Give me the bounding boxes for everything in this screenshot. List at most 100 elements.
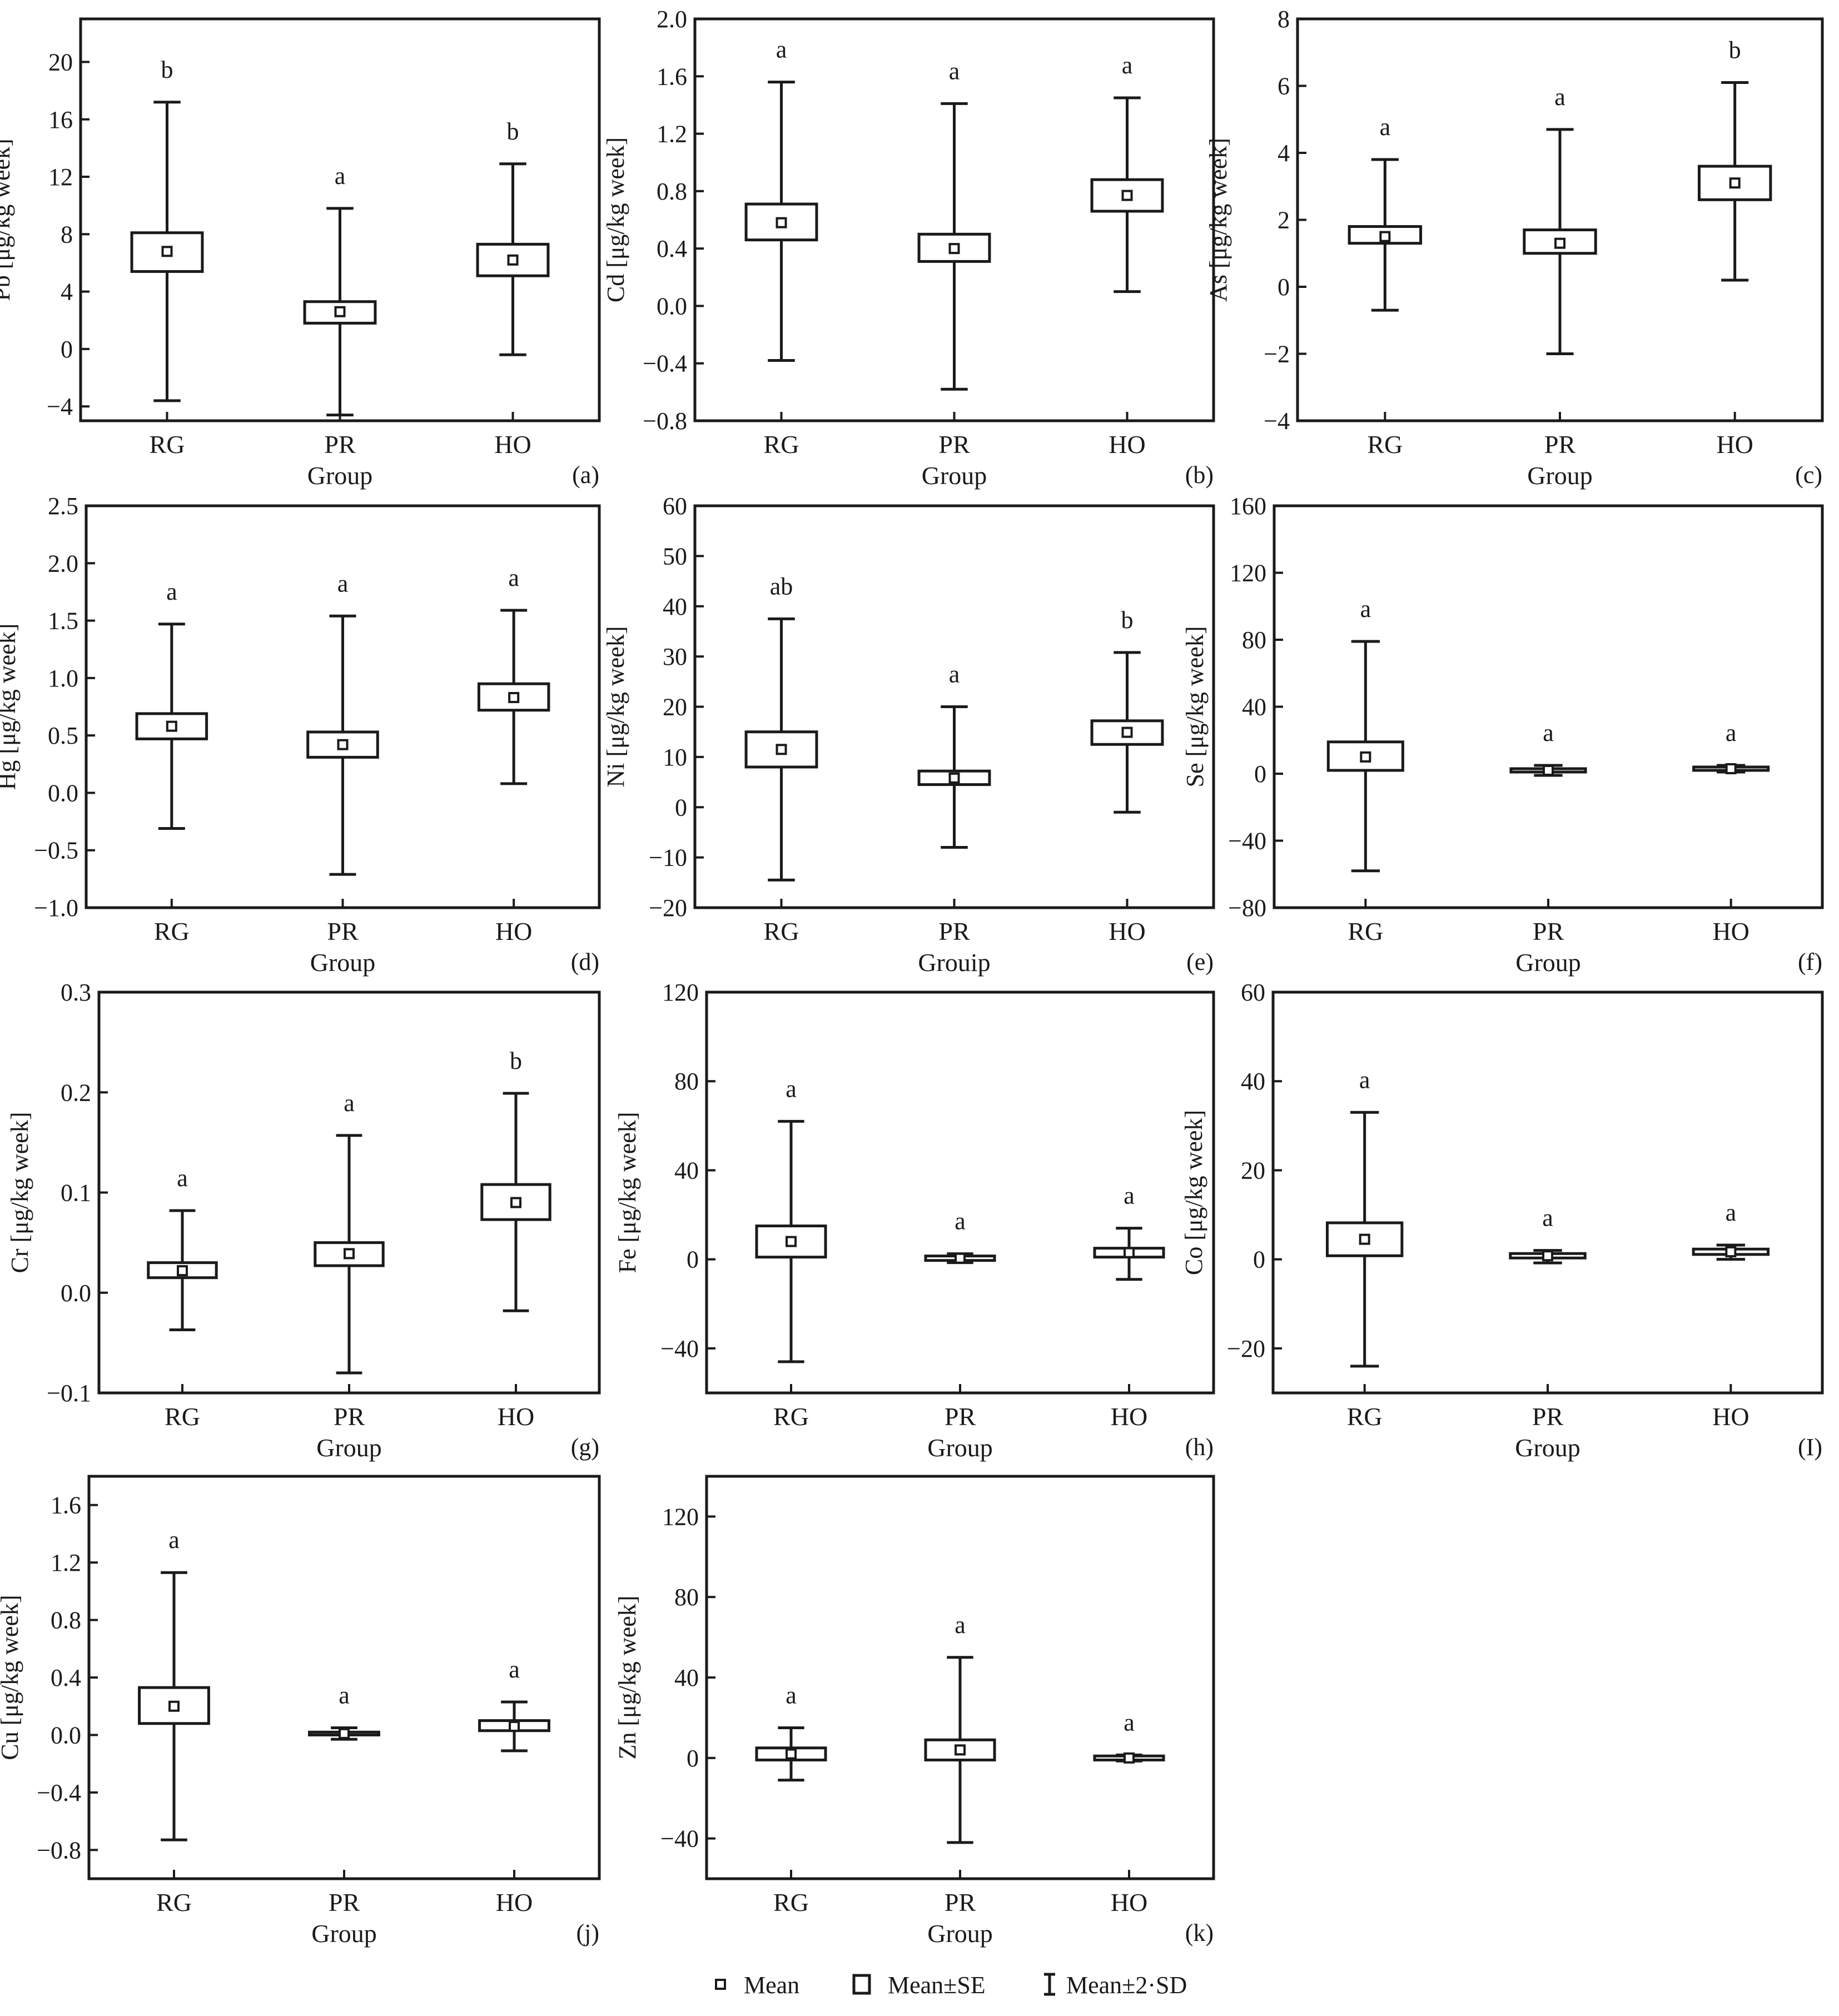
panel-label: (d) bbox=[571, 948, 599, 975]
y-tick-label: −40 bbox=[660, 1335, 699, 1362]
y-tick-label: 2.5 bbox=[48, 492, 78, 520]
mean-marker bbox=[1359, 1233, 1370, 1245]
x-tick-label: RG bbox=[1367, 430, 1403, 459]
y-tick-label: 120 bbox=[1230, 560, 1266, 587]
significance-letter: a bbox=[168, 1526, 180, 1554]
legend-item-sd-whisker: Mean±2·SD bbox=[1044, 1972, 1187, 1999]
panel-10: −0.8 −0.4 0.0 0.4 0.8 1.2 1.6 RG PR HO Group (j) Cu … bbox=[0, 1475, 601, 1948]
mean-marker bbox=[1121, 726, 1133, 738]
y-tick-label: 1.2 bbox=[657, 121, 687, 148]
mean-marker bbox=[1121, 190, 1133, 201]
significance-letter: a bbox=[1726, 719, 1737, 746]
x-axis-label: Group bbox=[1515, 948, 1581, 977]
significance-letter: b bbox=[507, 118, 519, 145]
y-tick-label: 10 bbox=[663, 744, 687, 771]
legend-label: Mean±SE bbox=[888, 1972, 986, 1999]
box-rg: a bbox=[755, 1075, 827, 1363]
box-pr: a bbox=[917, 57, 991, 391]
panel-label: (a) bbox=[572, 461, 599, 489]
significance-letter: b bbox=[1121, 606, 1134, 634]
significance-letter: a bbox=[509, 1656, 520, 1683]
x-tick-label: PR bbox=[1532, 1402, 1564, 1431]
box-pr: a bbox=[924, 1611, 996, 1844]
y-tick-label: 80 bbox=[674, 1068, 699, 1095]
significance-letter: a bbox=[1124, 1182, 1135, 1209]
panel-label: (I) bbox=[1798, 1433, 1822, 1461]
significance-letter: a bbox=[1543, 719, 1554, 746]
mean-marker bbox=[948, 772, 960, 784]
y-axis-label: Hg [μg/kg week] bbox=[0, 624, 21, 790]
box-pr: a bbox=[308, 1682, 380, 1741]
x-tick-label: HO bbox=[498, 1402, 534, 1431]
significance-letter: a bbox=[177, 1164, 188, 1192]
box-pr: a bbox=[1523, 83, 1597, 355]
y-tick-label: 120 bbox=[662, 1503, 699, 1530]
box-rg: a bbox=[744, 36, 818, 362]
y-tick-label: 4 bbox=[1278, 140, 1290, 167]
box-ho: a bbox=[1692, 1199, 1770, 1261]
panel-3: −4 −2 0 2 4 6 8 RG PR HO Group (c) As [μg/kg week] a a… bbox=[1205, 6, 1824, 490]
y-tick-label: −4 bbox=[47, 393, 73, 420]
mean-marker bbox=[339, 1728, 350, 1739]
x-axis-label: Group bbox=[311, 1919, 377, 1948]
box-rg: a bbox=[1348, 113, 1423, 312]
box-pr: a bbox=[306, 570, 379, 876]
x-tick-label: HO bbox=[1712, 1402, 1749, 1431]
x-tick-label: HO bbox=[496, 1888, 533, 1917]
box-ho: b bbox=[1090, 606, 1164, 814]
y-axis-label: Se [μg/kg week] bbox=[1181, 626, 1209, 788]
y-tick-label: −1.0 bbox=[34, 894, 78, 922]
y-tick-label: 0 bbox=[61, 336, 73, 363]
panel-1: −4 0 4 8 12 16 20 RG PR HO Group (a) Pb [μg/kg week]… bbox=[0, 17, 601, 490]
y-tick-label: 1.2 bbox=[51, 1549, 81, 1576]
y-tick-label: −40 bbox=[1228, 828, 1266, 855]
panel-4: −1.0 −0.5 0.0 0.5 1.0 1.5 2.0 2.5 RG PR HO Group (d)… bbox=[0, 492, 601, 977]
mean-marker bbox=[1554, 237, 1565, 249]
y-tick-label: −20 bbox=[649, 894, 687, 922]
significance-letter: a bbox=[344, 1089, 355, 1117]
box-rg: b bbox=[130, 56, 204, 402]
significance-letter: ab bbox=[770, 573, 793, 600]
mean-marker bbox=[776, 217, 787, 228]
box-rg: a bbox=[1325, 1066, 1404, 1368]
panel-6: −80 −40 0 40 80 120 160 RG PR HO Group (f) Se [μg/kg… bbox=[1181, 492, 1824, 977]
panel-2: −0.8 −0.4 0.0 0.4 0.8 1.2 1.6 2.0 RG PR HO Group (b)… bbox=[602, 6, 1215, 490]
significance-letter: a bbox=[1124, 1709, 1135, 1736]
y-tick-label: 4 bbox=[61, 278, 73, 306]
panel-label: (c) bbox=[1795, 461, 1822, 489]
box-rg: a bbox=[1326, 595, 1404, 873]
y-tick-label: −0.8 bbox=[37, 1836, 81, 1864]
y-tick-label: 0 bbox=[675, 794, 687, 821]
significance-letter: a bbox=[1542, 1204, 1553, 1232]
mean-marker bbox=[955, 1744, 966, 1756]
box-rg: a bbox=[135, 578, 208, 830]
panel-label: (g) bbox=[571, 1433, 599, 1461]
mean-marker bbox=[161, 246, 173, 257]
mean-marker bbox=[510, 1197, 521, 1208]
y-tick-label: −0.8 bbox=[643, 407, 687, 435]
y-axis-label: Cu [μg/kg week] bbox=[0, 1595, 23, 1760]
panel-label: (j) bbox=[576, 1919, 599, 1947]
x-tick-label: HO bbox=[495, 917, 532, 945]
y-axis-label: Cr [μg/kg week] bbox=[6, 1112, 33, 1273]
x-axis-label: Group bbox=[927, 1919, 993, 1948]
x-tick-label: HO bbox=[1712, 917, 1749, 945]
se-box bbox=[135, 712, 208, 740]
legend-label: Mean±2·SD bbox=[1066, 1972, 1187, 1999]
x-tick-label: PR bbox=[1544, 430, 1576, 459]
mean-marker bbox=[177, 1265, 188, 1277]
significance-letter: a bbox=[786, 1075, 797, 1102]
significance-letter: a bbox=[508, 564, 519, 591]
significance-letter: a bbox=[955, 1611, 966, 1639]
significance-letter: a bbox=[1359, 1066, 1370, 1093]
y-axis-label: As [μg/kg week] bbox=[1205, 138, 1232, 302]
mean-marker bbox=[1124, 1247, 1135, 1258]
significance-letter: a bbox=[1726, 1199, 1737, 1226]
y-tick-label: 0.0 bbox=[657, 292, 687, 320]
x-axis-label: Group bbox=[922, 461, 987, 490]
panel-label: (b) bbox=[1185, 461, 1214, 489]
legend-sd-icon bbox=[1044, 1973, 1055, 1996]
mean-marker bbox=[1542, 1250, 1553, 1262]
se-box bbox=[314, 1241, 385, 1267]
x-tick-label: PR bbox=[945, 1888, 976, 1917]
